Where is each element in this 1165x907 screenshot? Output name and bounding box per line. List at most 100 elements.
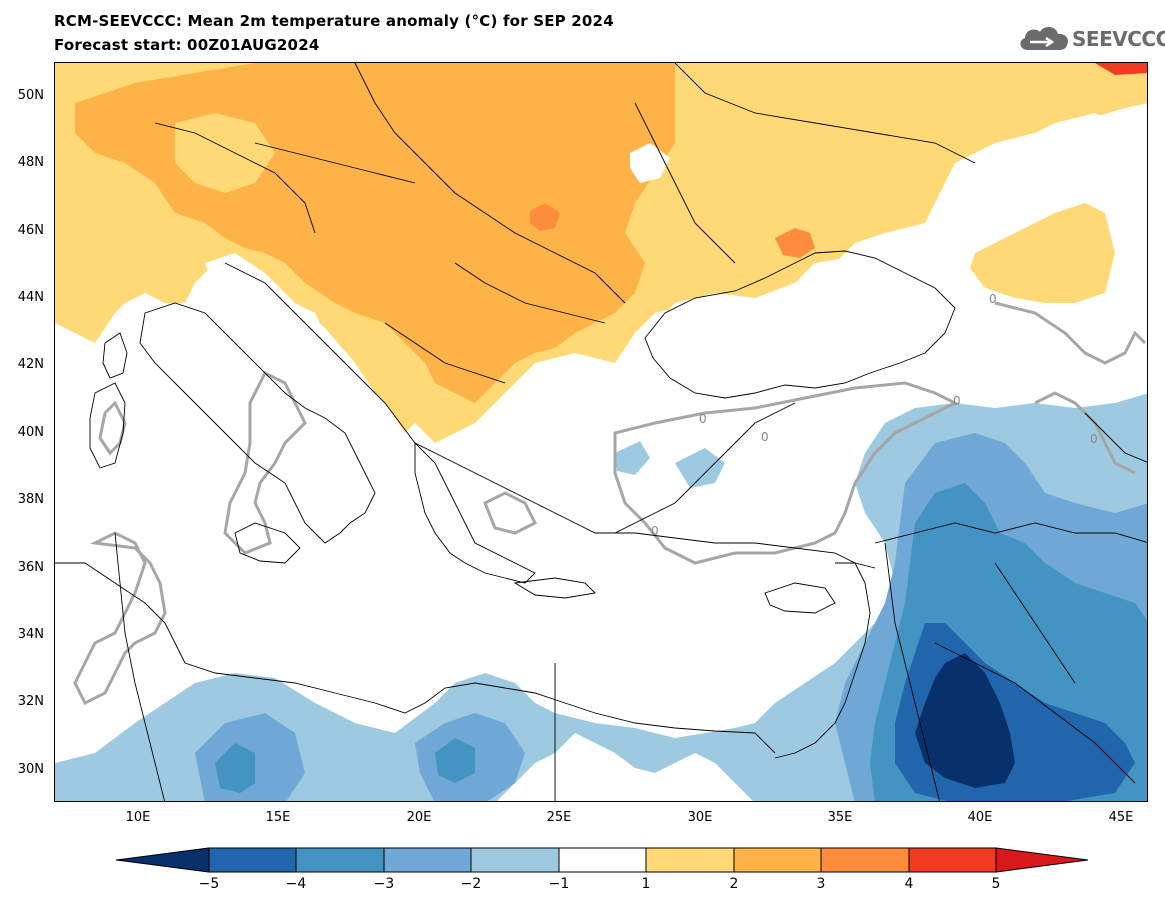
colorbar-cell-minus2-minus1 [470,847,560,873]
anomaly-zone-plus1-east [970,203,1115,303]
colorbar-cell-plus1-plus2 [645,847,735,873]
chart-subtitle: Forecast start: 00Z01AUG2024 [54,36,320,54]
lat-label-44n: 44N [17,290,44,305]
lat-label-30n: 30N [17,762,44,777]
coastline-crete [513,577,596,599]
contour-label-1: 0 [989,292,997,306]
contour-label-3: 0 [761,430,769,444]
border-2 [454,192,626,304]
coastline-cyprus [764,582,836,614]
anomaly-zone-minus2-turkey2 [615,441,650,475]
colorbar-cell-plus2-plus3 [733,847,822,873]
coastline-sardinia [89,382,126,469]
central-white-gap [175,113,275,193]
logo-text: SEEVCCC [1072,27,1165,51]
coastline-black-sea [644,250,956,399]
zero-contour-tunisia [73,531,167,706]
coastline-corsica [102,332,128,379]
colorbar-cell-minus5-minus4 [208,847,297,873]
colorbar-label-plus5: 5 [991,876,1001,892]
anomaly-zone-minus3-libya [215,743,255,793]
colorbar-cell-minus4-minus3 [295,847,385,873]
colorbar-cell-minus3-minus2 [383,847,472,873]
anomaly-zone-minus5-se [915,653,1015,788]
zero-contour-black-sea [994,301,1147,365]
colorbar-cell-lt-minus5 [116,847,210,873]
border-13 [114,532,165,801]
colorbar-label-minus4: −4 [285,876,307,892]
colorbar-cell-minus1-plus1 [558,847,647,873]
colorbar-label-minus1: −1 [548,876,570,892]
lat-label-38n: 38N [17,492,44,507]
coastline-levant [774,582,871,759]
lon-label-45e: 45E [1108,810,1134,825]
colorbar-cell-plus4-plus5 [908,847,997,873]
contour-label-4: 0 [953,394,961,408]
lon-label-25e: 25E [546,810,572,825]
lat-label-32n: 32N [17,694,44,709]
colorbar-cell-plus3-plus4 [820,847,910,873]
border-11 [934,642,1136,784]
zero-contour-italy [223,370,307,555]
lon-label-10e: 10E [125,810,151,825]
colorbar-label-plus1: 1 [641,876,651,892]
lat-label-50n: 50N [17,88,44,103]
chart-title: RCM-SEEVCCC: Mean 2m temperature anomaly… [54,12,614,30]
contour-labels: 0 0 0 0 0 0 [651,292,1098,538]
contour-label-2: 0 [699,412,707,426]
border-6 [674,63,976,164]
coastline-balkans [224,262,796,534]
border-15 [835,562,876,569]
cloud-logo-icon [1020,26,1068,50]
colorbar-label-plus3: 3 [816,876,826,892]
lat-label-46n: 46N [17,223,44,238]
border-8 [384,322,506,384]
coastline-north-africa [55,562,776,754]
lat-label-48n: 48N [17,155,44,170]
anomaly-zone-minus3-egypt [435,738,475,783]
colorbar-label-plus2: 2 [729,876,739,892]
coastline-italy [139,302,376,544]
mediterranean-white [55,393,865,718]
coastline-sicily [234,522,301,564]
black-sea-white [645,258,945,398]
east-white-gap [995,103,1147,213]
colorbar-label-plus4: 4 [904,876,914,892]
lat-label-36n: 36N [17,560,44,575]
colorbar-label-minus5: −5 [198,876,220,892]
seevccc-logo: SEEVCCC [1016,22,1165,56]
lon-label-30e: 30E [687,810,713,825]
contour-label-5: 0 [1090,432,1098,446]
border-9 [874,522,1147,544]
zero-contour-turkey [613,381,959,565]
border-4 [154,122,316,234]
border-3 [254,142,416,184]
map-canvas: 0 0 0 0 0 0 [55,63,1147,801]
anomaly-map: 0 0 0 0 0 0 [54,62,1148,802]
lon-label-15e: 15E [265,810,291,825]
anomaly-zone-plus3-ne [1095,63,1147,75]
lat-label-42n: 42N [17,357,44,372]
border-12 [994,562,1076,684]
border-16 [1084,412,1147,463]
colorbar-label-minus2: −2 [460,876,482,892]
border-1 [354,63,456,194]
border-5 [634,102,736,264]
border-7 [454,262,606,324]
lon-label-40e: 40E [967,810,993,825]
anomaly-zone-plus3-crimea [775,228,815,258]
adriatic-white [205,253,385,423]
contour-label-6: 0 [651,524,659,538]
border-10 [884,542,940,801]
lon-label-35e: 35E [827,810,853,825]
colorbar [116,847,1088,873]
colorbar-label-minus3: −3 [373,876,395,892]
anomaly-zone-minus2-turkey1 [675,448,725,488]
zero-contour-aegean [483,491,538,535]
colorbar-cell-gt-plus5 [995,847,1088,873]
coastline-greece [414,441,536,584]
anomaly-zone-plus3-romania [530,203,560,231]
coastlines [55,63,1147,801]
lat-label-40n: 40N [17,425,44,440]
coastline-turkey-south [595,532,866,584]
